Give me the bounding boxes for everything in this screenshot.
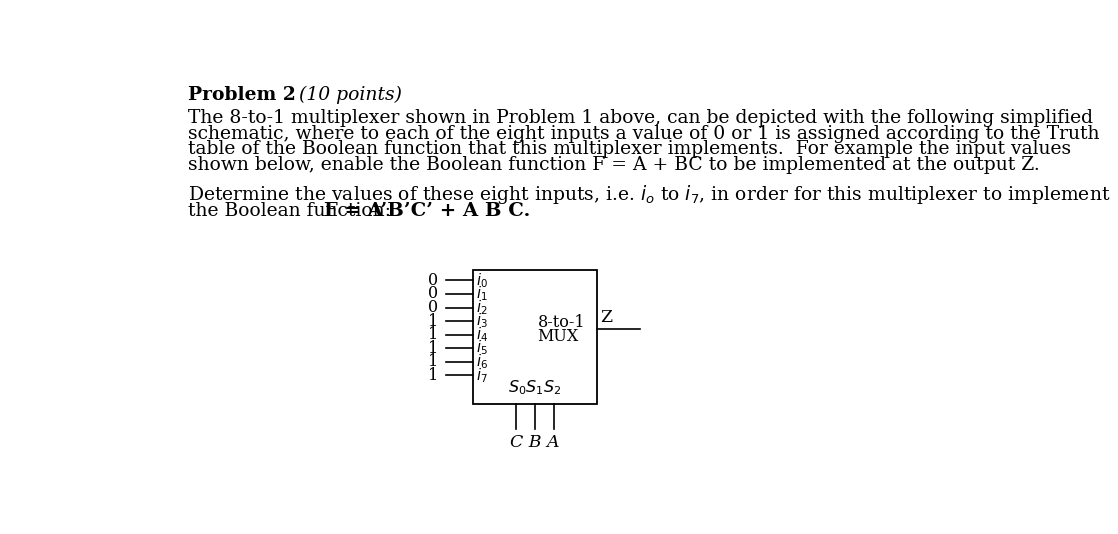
Text: (10 points): (10 points) — [275, 85, 401, 104]
Text: 1: 1 — [427, 312, 438, 329]
Text: The 8-to-1 multiplexer shown in Problem 1 above, can be depicted with the follow: The 8-to-1 multiplexer shown in Problem … — [188, 109, 1092, 127]
Text: 0: 0 — [428, 299, 438, 316]
Text: $i_5$: $i_5$ — [476, 339, 487, 357]
Text: $S_0 S_1 S_2$: $S_0 S_1 S_2$ — [509, 378, 561, 397]
Bar — [473, 270, 597, 404]
Text: the Boolean function:: the Boolean function: — [188, 201, 402, 219]
Text: schematic, where to each of the eight inputs a value of 0 or 1 is assigned accor: schematic, where to each of the eight in… — [188, 124, 1099, 143]
Text: MUX: MUX — [538, 328, 579, 345]
Text: Determine the values of these eight inputs, i.e. $i_o$ to $i_7$, in order for th: Determine the values of these eight inpu… — [188, 183, 1110, 206]
Text: 1: 1 — [427, 340, 438, 357]
Text: 8-to-1: 8-to-1 — [538, 314, 585, 331]
Text: F = A’B’C’ + A B C.: F = A’B’C’ + A B C. — [324, 201, 531, 219]
Text: $i_7$: $i_7$ — [476, 366, 487, 384]
Text: shown below, enable the Boolean function F = A + BC to be implemented at the out: shown below, enable the Boolean function… — [188, 156, 1040, 174]
Text: $i_3$: $i_3$ — [476, 312, 487, 331]
Text: C B A: C B A — [510, 435, 560, 451]
Text: Z: Z — [600, 309, 612, 326]
Text: $i_0$: $i_0$ — [476, 271, 487, 290]
Text: 1: 1 — [427, 353, 438, 370]
Text: 1: 1 — [427, 326, 438, 343]
Text: $i_6$: $i_6$ — [476, 352, 489, 371]
Text: 0: 0 — [428, 272, 438, 289]
Text: Problem 2: Problem 2 — [188, 85, 295, 104]
Text: table of the Boolean function that this multiplexer implements.  For example the: table of the Boolean function that this … — [188, 140, 1071, 158]
Text: 0: 0 — [428, 286, 438, 302]
Text: $i_1$: $i_1$ — [476, 285, 487, 303]
Text: $i_2$: $i_2$ — [476, 298, 487, 317]
Text: $i_4$: $i_4$ — [476, 325, 489, 344]
Text: 1: 1 — [427, 367, 438, 383]
